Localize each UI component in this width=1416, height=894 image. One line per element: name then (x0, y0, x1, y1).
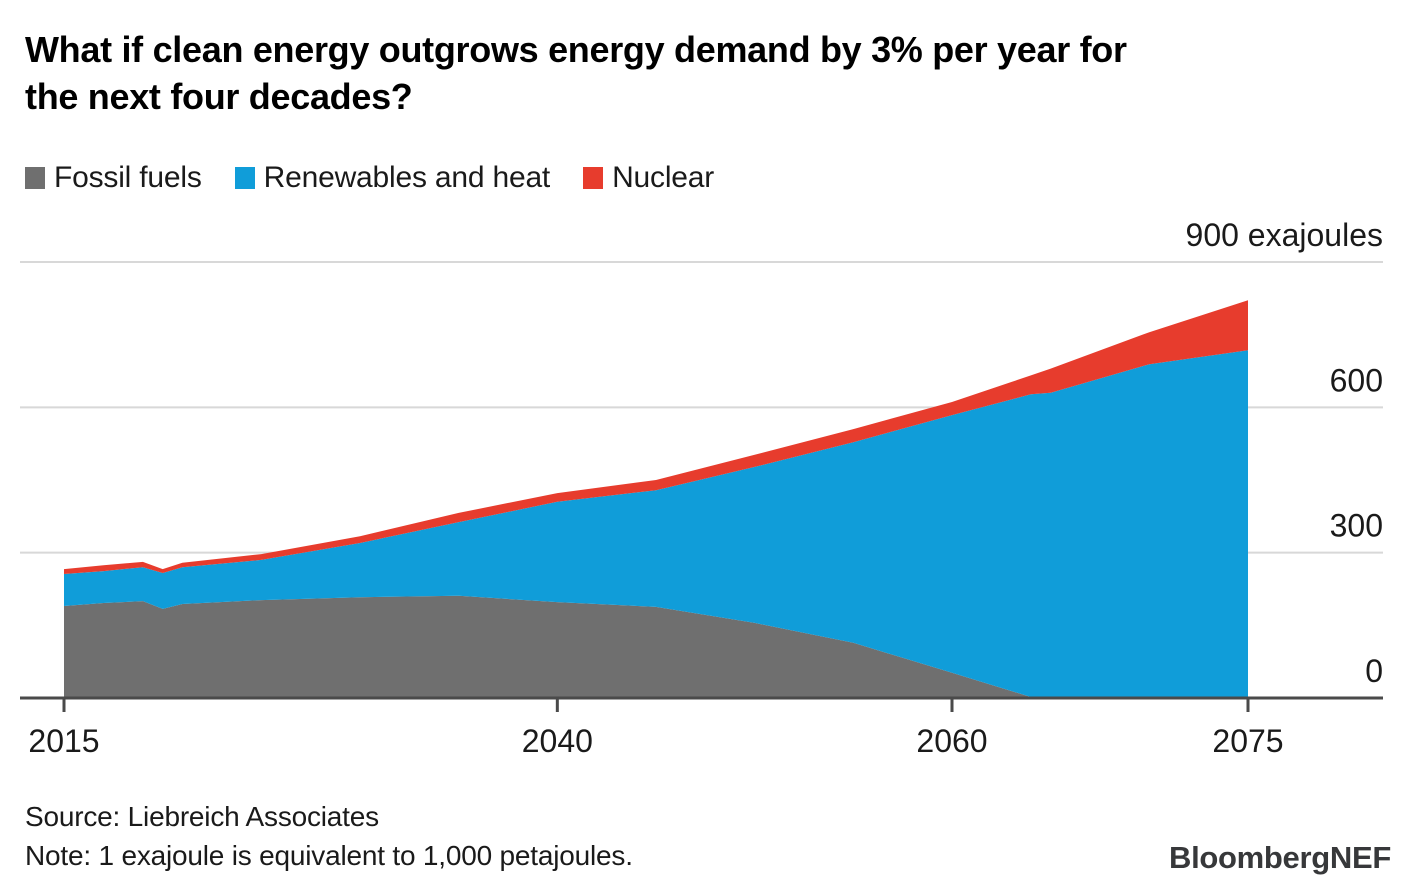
legend-item-nuclear: Nuclear (583, 161, 714, 195)
legend-label: Renewables and heat (263, 161, 551, 194)
y-tick-label: 600 (1330, 362, 1383, 398)
source-text: Source: Liebreich Associates (25, 801, 379, 832)
nuclear-swatch-icon (583, 167, 604, 189)
chart-title-line2: the next four decades? (25, 76, 413, 117)
y-tick-label: 300 (1330, 508, 1383, 544)
x-tick-label: 2075 (1212, 723, 1283, 759)
x-tick-label: 2040 (522, 723, 593, 759)
legend-label: Nuclear (612, 161, 715, 194)
bloombergnef-logo: BloombergNEF (1168, 840, 1391, 875)
chart-title: What if clean energy outgrows energy dem… (25, 26, 1405, 120)
stacked-area-group (64, 300, 1248, 698)
legend-item-fossil-fuels: Fossil fuels (25, 161, 202, 195)
renewables-swatch-icon (234, 167, 255, 189)
legend-item-renewables: Renewables and heat (234, 161, 551, 195)
x-axis-group (20, 696, 1383, 712)
x-tick-label: 2015 (28, 723, 99, 759)
y-tick-label: 0 (1365, 653, 1383, 689)
fossil-fuels-swatch-icon (25, 167, 45, 189)
legend: Fossil fuels Renewables and heat Nuclear (25, 161, 714, 195)
area-fossil-fuels (64, 595, 1248, 698)
note-text: Note: 1 exajoule is equivalent to 1,000 … (25, 840, 633, 871)
y-tick-label: 900 exajoules (1186, 217, 1383, 253)
chart-title-line1: What if clean energy outgrows energy dem… (25, 29, 1127, 70)
area-renewables-and-heat (64, 350, 1248, 698)
x-tick-label: 2060 (916, 723, 987, 759)
legend-label: Fossil fuels (54, 161, 202, 194)
axis-labels-group: 2015 2040 2060 2075 0 300 600 900 exajoules (28, 217, 1383, 759)
